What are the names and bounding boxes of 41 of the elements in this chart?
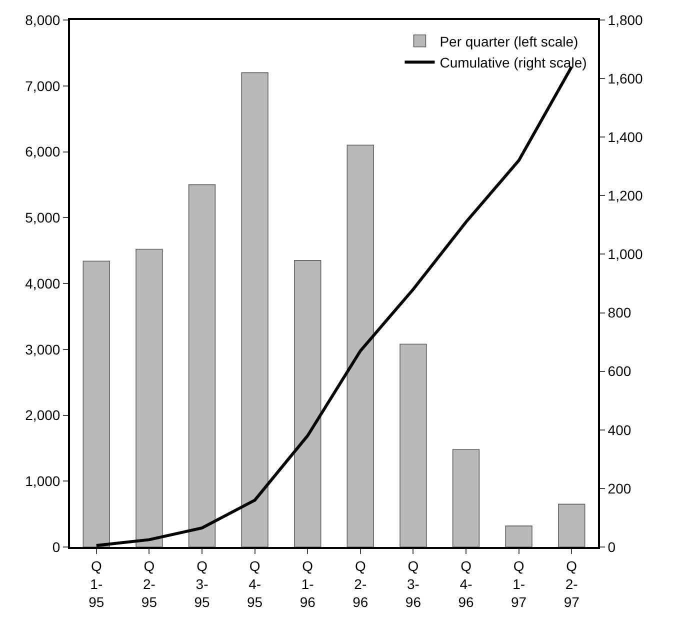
y-tick-label: 8,000 — [25, 12, 60, 28]
bar — [505, 526, 532, 547]
x-tick-label: Q 2- 97 — [564, 558, 580, 610]
y2-tick-label: 1,400 — [608, 129, 644, 146]
y2-tick-label: 600 — [608, 363, 632, 380]
x-tick-label: Q 1- 95 — [88, 558, 104, 610]
y2-tick-label: 800 — [608, 304, 632, 321]
bar — [241, 72, 268, 547]
y2-tick-label: 1,600 — [608, 70, 644, 86]
bar — [558, 504, 586, 547]
y-tick-label: 7,000 — [25, 78, 60, 94]
y-tick-label: 1,000 — [25, 473, 60, 490]
legend-label: Cumulative (right scale) — [440, 54, 587, 71]
bar — [346, 144, 374, 547]
x-tick-label: Q 3- 95 — [194, 558, 210, 610]
y-tick-label: 6,000 — [25, 144, 60, 160]
y2-tick-label: 1,000 — [608, 246, 644, 262]
bar — [136, 248, 163, 547]
bar — [400, 344, 427, 547]
x-tick-label: Q 2- 96 — [352, 558, 368, 610]
bar — [82, 260, 110, 547]
x-tick-label: Q 4- 95 — [247, 558, 263, 610]
x-tick-label: Q 1- 97 — [511, 558, 527, 610]
y2-tick-label: 0 — [608, 538, 616, 555]
y-tick-label: 3,000 — [25, 341, 60, 358]
y2-tick-label: 1,800 — [608, 12, 644, 28]
y-tick-label: 5,000 — [25, 210, 60, 226]
x-tick-label: Q 1- 96 — [300, 558, 316, 610]
x-tick-label: Q 2- 95 — [141, 558, 158, 610]
bar — [188, 184, 216, 547]
y2-tick-label: 1,200 — [608, 188, 644, 204]
bar — [452, 449, 480, 547]
x-tick-label: Q 4- 96 — [458, 558, 474, 610]
x-tick-label: Q 3- 96 — [405, 558, 422, 610]
y-tick-label: 0 — [52, 538, 60, 555]
y2-tick-label: 200 — [608, 480, 632, 496]
y2-tick-label: 400 — [608, 422, 632, 438]
y-tick-label: 2,000 — [25, 407, 60, 424]
y-tick-label: 4,000 — [25, 275, 60, 292]
legend-label: Per quarter (left scale) — [440, 33, 578, 50]
bar — [294, 260, 322, 547]
